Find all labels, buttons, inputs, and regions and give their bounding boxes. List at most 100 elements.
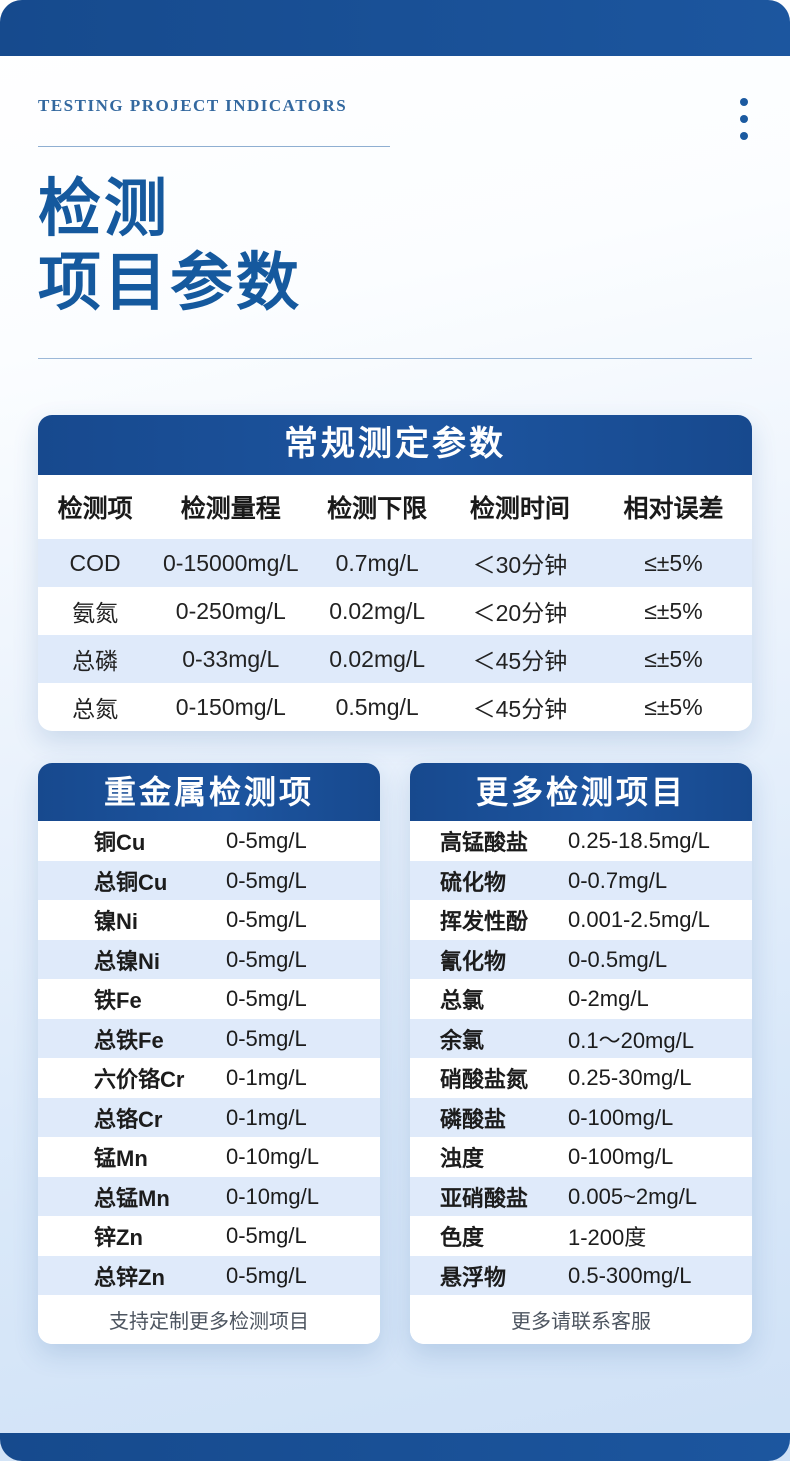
bottom-bar [0,1433,790,1461]
list-item: 浊度 0-100mg/L [410,1137,752,1177]
param-range: 0-2mg/L [568,986,649,1012]
param-name: 总锌Zn [94,1264,165,1290]
top-bar [0,0,790,56]
list-item: 六价铬Cr 0-1mg/L [38,1058,380,1098]
param-name: 亚硝酸盐 [440,1185,529,1211]
param-range: 0.001-2.5mg/L [568,907,710,933]
list-item: 总铬Cr 0-1mg/L [38,1097,380,1138]
param-name: 铁Fe [94,988,142,1014]
list-item: 总铁Fe 0-5mg/L [38,1018,380,1059]
param-range: 0.1～20mg/L [568,1027,694,1053]
list-item: 锰Mn 0-10mg/L [38,1137,380,1177]
param-range: 1-200度 [568,1225,647,1251]
list-item: 总锌Zn 0-5mg/L [38,1255,380,1296]
table-row: 氨氮 0-250mg/L 0.02mg/L ＜20分钟 ≤±5% [38,587,752,635]
param-range: 0-5mg/L [226,986,307,1012]
cell: ＜20分钟 [472,600,568,627]
cell: ≤±5% [644,693,703,720]
param-range: 0-0.7mg/L [568,867,668,893]
list-item: 总氯 0-2mg/L [410,979,752,1019]
cell: ＜30分钟 [472,552,568,579]
list-item: 总锰Mn 0-10mg/L [38,1176,380,1217]
column-header: 检测量程 [180,495,281,524]
regular-params-title: 常规测定参数 [38,415,752,476]
regular-params-card: 常规测定参数 检测项 检测量程 检测下限 检测时间 相对误差 COD 0-150… [38,415,752,732]
cell: 0-15000mg/L [163,549,299,576]
param-range: 0-5mg/L [226,867,307,893]
param-name: 挥发性酚 [440,909,529,935]
eyebrow-underline [38,146,390,147]
list-item: 总镍Ni 0-5mg/L [38,939,380,980]
param-name: 锰Mn [94,1146,148,1172]
cell: 0.5mg/L [335,693,419,720]
table-row: COD 0-15000mg/L 0.7mg/L ＜30分钟 ≤±5% [38,539,752,588]
list-item: 余氯 0.1～20mg/L [410,1018,752,1059]
cell: 0.02mg/L [329,645,426,672]
table-row: 总氮 0-150mg/L 0.5mg/L ＜45分钟 ≤±5% [38,683,752,731]
list-item: 挥发性酚 0.001-2.5mg/L [410,900,752,940]
heavy-metal-card: 重金属检测项 铜Cu 0-5mg/L 总铜Cu 0-5mg/L 镍Ni 0-5m… [38,763,380,1345]
column-header: 检测时间 [469,495,570,524]
list-item: 硝酸盐氮 0.25-30mg/L [410,1058,752,1098]
list-item: 悬浮物 0.5-300mg/L [410,1255,752,1296]
menu-dots-icon [740,98,748,140]
param-range: 0-5mg/L [226,1223,307,1249]
page-title: 检测 项目参数 [38,173,752,320]
param-name: 氰化物 [440,948,507,974]
param-name: 镍Ni [94,909,139,935]
param-name: 总铁Fe [94,1027,164,1053]
cell: 氨氮 [72,600,119,627]
more-items-card: 更多检测项目 高锰酸盐 0.25-18.5mg/L 硫化物 0-0.7mg/L … [410,763,752,1345]
param-name: 总铜Cu [94,869,168,895]
list-item: 铁Fe 0-5mg/L [38,979,380,1019]
param-range: 0-10mg/L [226,1144,319,1170]
more-items-footer: 更多请联系客服 [410,1295,752,1345]
list-item: 镍Ni 0-5mg/L [38,900,380,940]
cell: ≤±5% [644,597,703,624]
content: TESTING PROJECT INDICATORS 检测 项目参数 常规测定参数… [38,96,752,1345]
cell: COD [69,549,121,576]
list-item: 色度 1-200度 [410,1216,752,1256]
list-item: 高锰酸盐 0.25-18.5mg/L [410,821,752,861]
page-title-line1: 检测 [38,174,170,244]
page-title-line2: 项目参数 [38,247,302,318]
dot [740,115,748,123]
param-range: 0-10mg/L [226,1183,319,1209]
param-name: 总铬Cr [94,1106,163,1132]
table-header-row: 检测项 检测量程 检测下限 检测时间 相对误差 [38,475,752,540]
param-name: 总镍Ni [94,948,161,974]
dot [740,132,748,140]
list-item: 氰化物 0-0.5mg/L [410,939,752,980]
section-divider [38,358,752,360]
param-range: 0.25-18.5mg/L [568,828,710,854]
column-header: 相对误差 [623,495,724,524]
param-name: 悬浮物 [440,1264,507,1290]
param-name: 锌Zn [94,1225,143,1251]
param-range: 0-100mg/L [568,1144,674,1170]
param-range: 0-1mg/L [226,1065,307,1091]
param-name: 总氯 [440,988,485,1014]
cell: 0.7mg/L [335,549,419,576]
param-name: 硫化物 [440,869,507,895]
param-name: 浊度 [440,1146,485,1172]
param-range: 0-0.5mg/L [568,946,668,972]
param-name: 色度 [440,1225,485,1251]
table-row: 总磷 0-33mg/L 0.02mg/L ＜45分钟 ≤±5% [38,635,752,684]
column-header: 检测下限 [327,495,428,524]
list-item: 总铜Cu 0-5mg/L [38,860,380,901]
column-header: 检测项 [57,495,133,524]
dot [740,98,748,106]
cell: ＜45分钟 [472,696,568,723]
list-item: 磷酸盐 0-100mg/L [410,1097,752,1138]
header-section: TESTING PROJECT INDICATORS [38,96,752,147]
heavy-metal-title: 重金属检测项 [38,763,380,822]
cell: ≤±5% [644,549,703,576]
cell: 0-150mg/L [175,693,286,720]
cell: 0.02mg/L [329,597,426,624]
cell: 0-250mg/L [175,597,286,624]
list-item: 硫化物 0-0.7mg/L [410,860,752,901]
list-item: 铜Cu 0-5mg/L [38,821,380,861]
param-name: 磷酸盐 [440,1106,507,1132]
param-range: 0.005~2mg/L [568,1183,698,1209]
